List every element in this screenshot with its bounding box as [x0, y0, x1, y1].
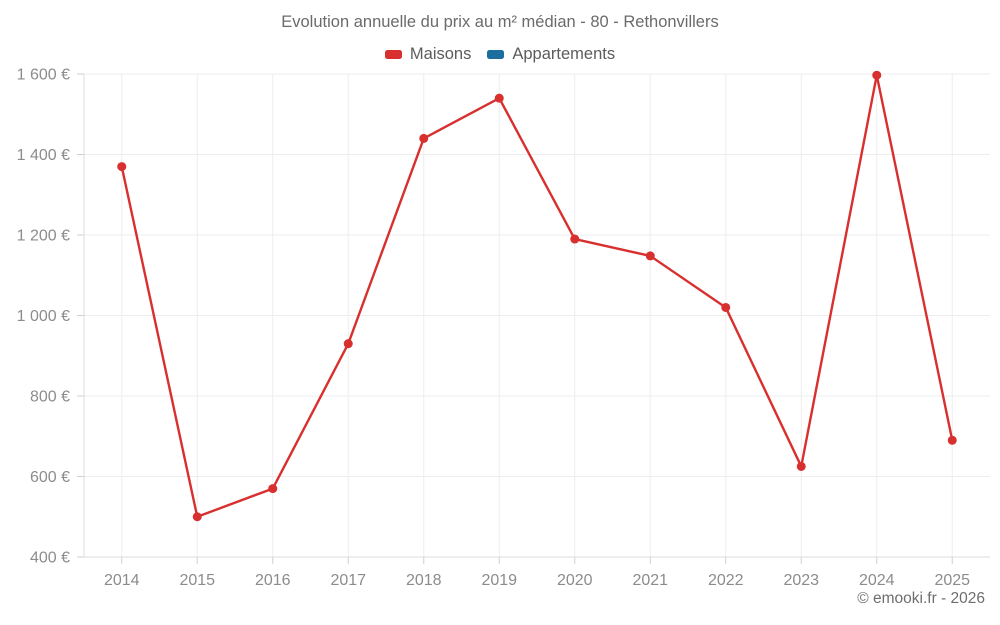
x-axis-label: 2020	[557, 572, 593, 589]
data-point-2015[interactable]	[192, 512, 202, 522]
x-axis-label: 2019	[481, 572, 517, 589]
legend-swatch-icon	[487, 50, 505, 59]
x-axis-label: 2016	[255, 572, 291, 589]
x-axis-label: 2017	[330, 572, 366, 589]
y-axis-label: 1 000 €	[17, 308, 70, 325]
x-axis-label: 2025	[934, 572, 970, 589]
maisons-series-line	[120, 74, 954, 518]
legend-label: Maisons	[409, 45, 472, 63]
legend: Maisons Appartements	[0, 45, 1000, 64]
data-point-2018[interactable]	[419, 133, 429, 143]
y-axis-label: 800 €	[30, 389, 70, 406]
x-axis-label: 2023	[783, 572, 819, 589]
y-axis-label: 1 400 €	[17, 147, 70, 164]
data-point-2022[interactable]	[721, 302, 731, 312]
data-point-2014[interactable]	[117, 162, 127, 172]
data-point-2023[interactable]	[796, 461, 806, 471]
data-point-2021[interactable]	[645, 251, 655, 261]
legend-item-appartements[interactable]: Appartements	[487, 45, 615, 64]
x-axis-label: 2014	[104, 572, 140, 589]
y-axis-label: 600 €	[30, 469, 70, 486]
data-point-2025[interactable]	[947, 435, 957, 445]
y-axis-label: 1 200 €	[17, 228, 70, 245]
data-point-2016[interactable]	[268, 484, 278, 494]
x-axis-label: 2018	[406, 572, 442, 589]
x-axis-label: 2022	[708, 572, 744, 589]
data-point-2024[interactable]	[872, 70, 882, 80]
data-point-2019[interactable]	[494, 93, 504, 103]
data-point-2020[interactable]	[570, 234, 580, 244]
chart-title: Evolution annuelle du prix au m² médian …	[281, 13, 719, 31]
x-axis-label: 2024	[859, 572, 895, 589]
data-point-2017[interactable]	[343, 339, 353, 349]
legend-swatch-icon	[384, 50, 402, 59]
y-axis-label: 400 €	[30, 550, 70, 567]
x-axis-label: 2021	[632, 572, 668, 589]
y-axis-label: 1 600 €	[17, 67, 70, 84]
copyright-text: © emooki.fr - 2026	[857, 590, 985, 607]
legend-item-maisons[interactable]: Maisons	[384, 45, 472, 64]
legend-label: Appartements	[512, 45, 616, 63]
x-axis-label: 2015	[179, 572, 215, 589]
